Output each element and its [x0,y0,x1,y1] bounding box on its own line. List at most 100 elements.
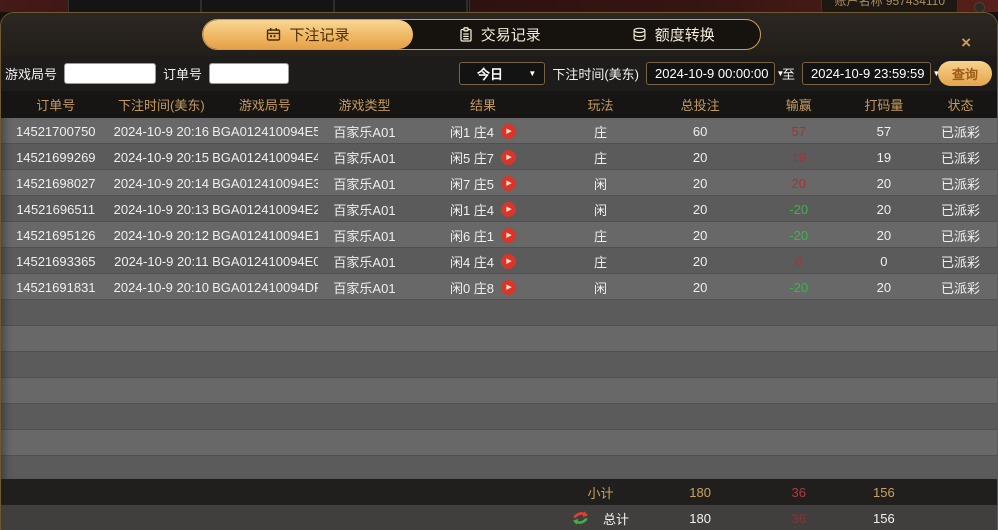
filter-bar: 游戏局号 订单号 今日 ▼ 下注时间(美东) 2024-10-9 00:00:0… [1,56,997,91]
coins-icon [632,27,647,42]
bet-time-cell: 2024-10-9 20:15 [113,149,210,165]
win-loss-cell: 0 [795,253,803,269]
game-type-cell: 百家乐A01 [333,254,396,270]
total-turnover: 156 [873,510,895,526]
total-total-bet: 180 [689,510,711,526]
status-cell: 已派彩 [941,176,981,192]
result-cell: 闲7 庄5 ▶ [411,174,554,193]
tab-transactions[interactable]: 交易记录 [413,20,587,49]
win-loss-cell: -20 [789,279,809,295]
order-no-label: 订单号 [163,67,203,82]
game-round-cell: BGA012410094E0 [212,253,318,269]
win-loss-cell: -20 [789,227,809,243]
col-win-loss: 输赢 [785,98,812,113]
turnover-cell: 20 [876,201,892,217]
bet-records-modal: 下注记录 交易记录 额度转换 × 游戏局号 [0,12,998,530]
table-row: 14521691831 2024-10-9 20:10 BGA012410094DF… [1,274,997,300]
bet-time-cell: 2024-10-9 20:14 [113,175,210,191]
subtotal-total-bet: 180 [689,484,711,500]
game-round-cell: BGA012410094E3 [212,175,318,191]
chevron-down-icon: ▼ [932,69,941,78]
turnover-cell: 20 [876,175,892,191]
table-row: 14521699269 2024-10-9 20:15 BGA012410094E4… [1,144,997,170]
col-play-type: 玩法 [587,98,614,113]
game-round-label: 游戏局号 [5,67,58,82]
replay-play-icon[interactable]: ▶ [501,279,517,295]
order-no-cell: 14521700750 [16,123,96,139]
refresh-swap-icon[interactable] [572,510,589,526]
replay-play-icon[interactable]: ▶ [501,253,517,269]
status-cell: 已派彩 [941,280,981,296]
turnover-cell: 20 [876,279,892,295]
background-dot [974,2,985,12]
status-cell: 已派彩 [941,150,981,166]
bet-time-cell: 2024-10-9 20:12 [113,227,210,243]
replay-play-icon[interactable]: ▶ [501,149,517,165]
game-round-cell: BGA012410094E4 [212,149,318,165]
table-body: 14521700750 2024-10-9 20:16 BGA012410094E5… [1,118,997,479]
result-text: 闲7 庄5 [449,176,495,192]
play-type-cell: 庄 [594,124,608,140]
result-text: 闲1 庄4 [449,202,495,218]
search-button[interactable]: 查询 [938,61,992,86]
replay-play-icon[interactable]: ▶ [501,227,517,243]
col-result: 结果 [470,98,497,113]
turnover-cell: 57 [876,123,892,139]
order-no-cell: 14521696511 [16,201,96,217]
result-cell: 闲1 庄4 ▶ [411,200,554,219]
play-type-cell: 庄 [594,254,608,270]
date-from-value: 2024-10-9 00:00:00 [654,66,769,81]
total-bet-cell: 20 [692,201,708,217]
total-bet-cell: 20 [692,175,708,191]
date-to-select[interactable]: 2024-10-9 23:59:59 ▼ [802,62,940,85]
account-label: 账户名称 957434110 [834,0,945,8]
game-round-input[interactable] [64,63,157,84]
tab-bet-records[interactable]: 下注记录 [203,20,413,49]
play-type-cell: 庄 [594,228,608,244]
close-icon[interactable]: × [961,33,971,52]
replay-play-icon[interactable]: ▶ [501,201,517,217]
chevron-down-icon: ▼ [776,69,785,78]
game-round-cell: BGA012410094DF [212,279,318,295]
status-cell: 已派彩 [941,202,981,218]
table-row: 14521695126 2024-10-9 20:12 BGA012410094E1… [1,222,997,248]
replay-play-icon[interactable]: ▶ [501,123,517,139]
play-type-cell: 庄 [594,150,608,166]
table-header: 订单号 下注时间(美东) 游戏局号 游戏类型 结果 玩法 总投注 输赢 打码量 … [1,91,997,118]
bet-time-cell: 2024-10-9 20:13 [113,201,210,217]
date-preset-select[interactable]: 今日 ▼ [459,62,546,85]
col-game-round: 游戏局号 [238,98,291,113]
total-bet-cell: 20 [692,227,708,243]
result-cell: 闲0 庄8 ▶ [411,278,554,297]
tab-quota-transfer[interactable]: 额度转换 [587,20,761,49]
table-row: 14521696511 2024-10-9 20:13 BGA012410094E2… [1,196,997,222]
col-status: 状态 [947,98,974,113]
game-round-cell: BGA012410094E2 [212,201,318,217]
bet-time-cell: 2024-10-9 20:16 [113,123,210,139]
play-type-cell: 闲 [594,202,608,218]
date-from-select[interactable]: 2024-10-9 00:00:00 ▼ [645,62,784,85]
replay-play-icon[interactable]: ▶ [501,175,517,191]
background-strip: 账户名称 957434110 [0,0,998,12]
total-bet-cell: 20 [692,149,708,165]
order-no-cell: 14521695126 [16,227,96,243]
play-type-cell: 闲 [594,280,608,296]
result-cell: 闲4 庄4 ▶ [411,252,554,271]
turnover-cell: 0 [880,253,888,269]
col-order-no: 订单号 [36,98,76,113]
subtotal-label: 小计 [587,485,614,501]
col-total-bet: 总投注 [680,98,720,113]
result-text: 闲0 庄8 [449,280,495,296]
win-loss-cell: 19 [791,149,806,165]
total-win-loss: 36 [791,510,806,526]
game-round-cell: BGA012410094E1 [212,227,318,243]
tab-label: 下注记录 [289,27,350,44]
turnover-cell: 20 [876,227,892,243]
game-round-cell: BGA012410094E5 [212,123,318,139]
table-row: 14521698027 2024-10-9 20:14 BGA012410094E3… [1,170,997,196]
bet-time-label: 下注时间(美东) [552,67,639,82]
result-text: 闲1 庄4 [449,124,495,140]
order-no-cell: 14521698027 [16,175,96,191]
order-no-input[interactable] [209,63,290,84]
win-loss-cell: 57 [791,123,806,139]
